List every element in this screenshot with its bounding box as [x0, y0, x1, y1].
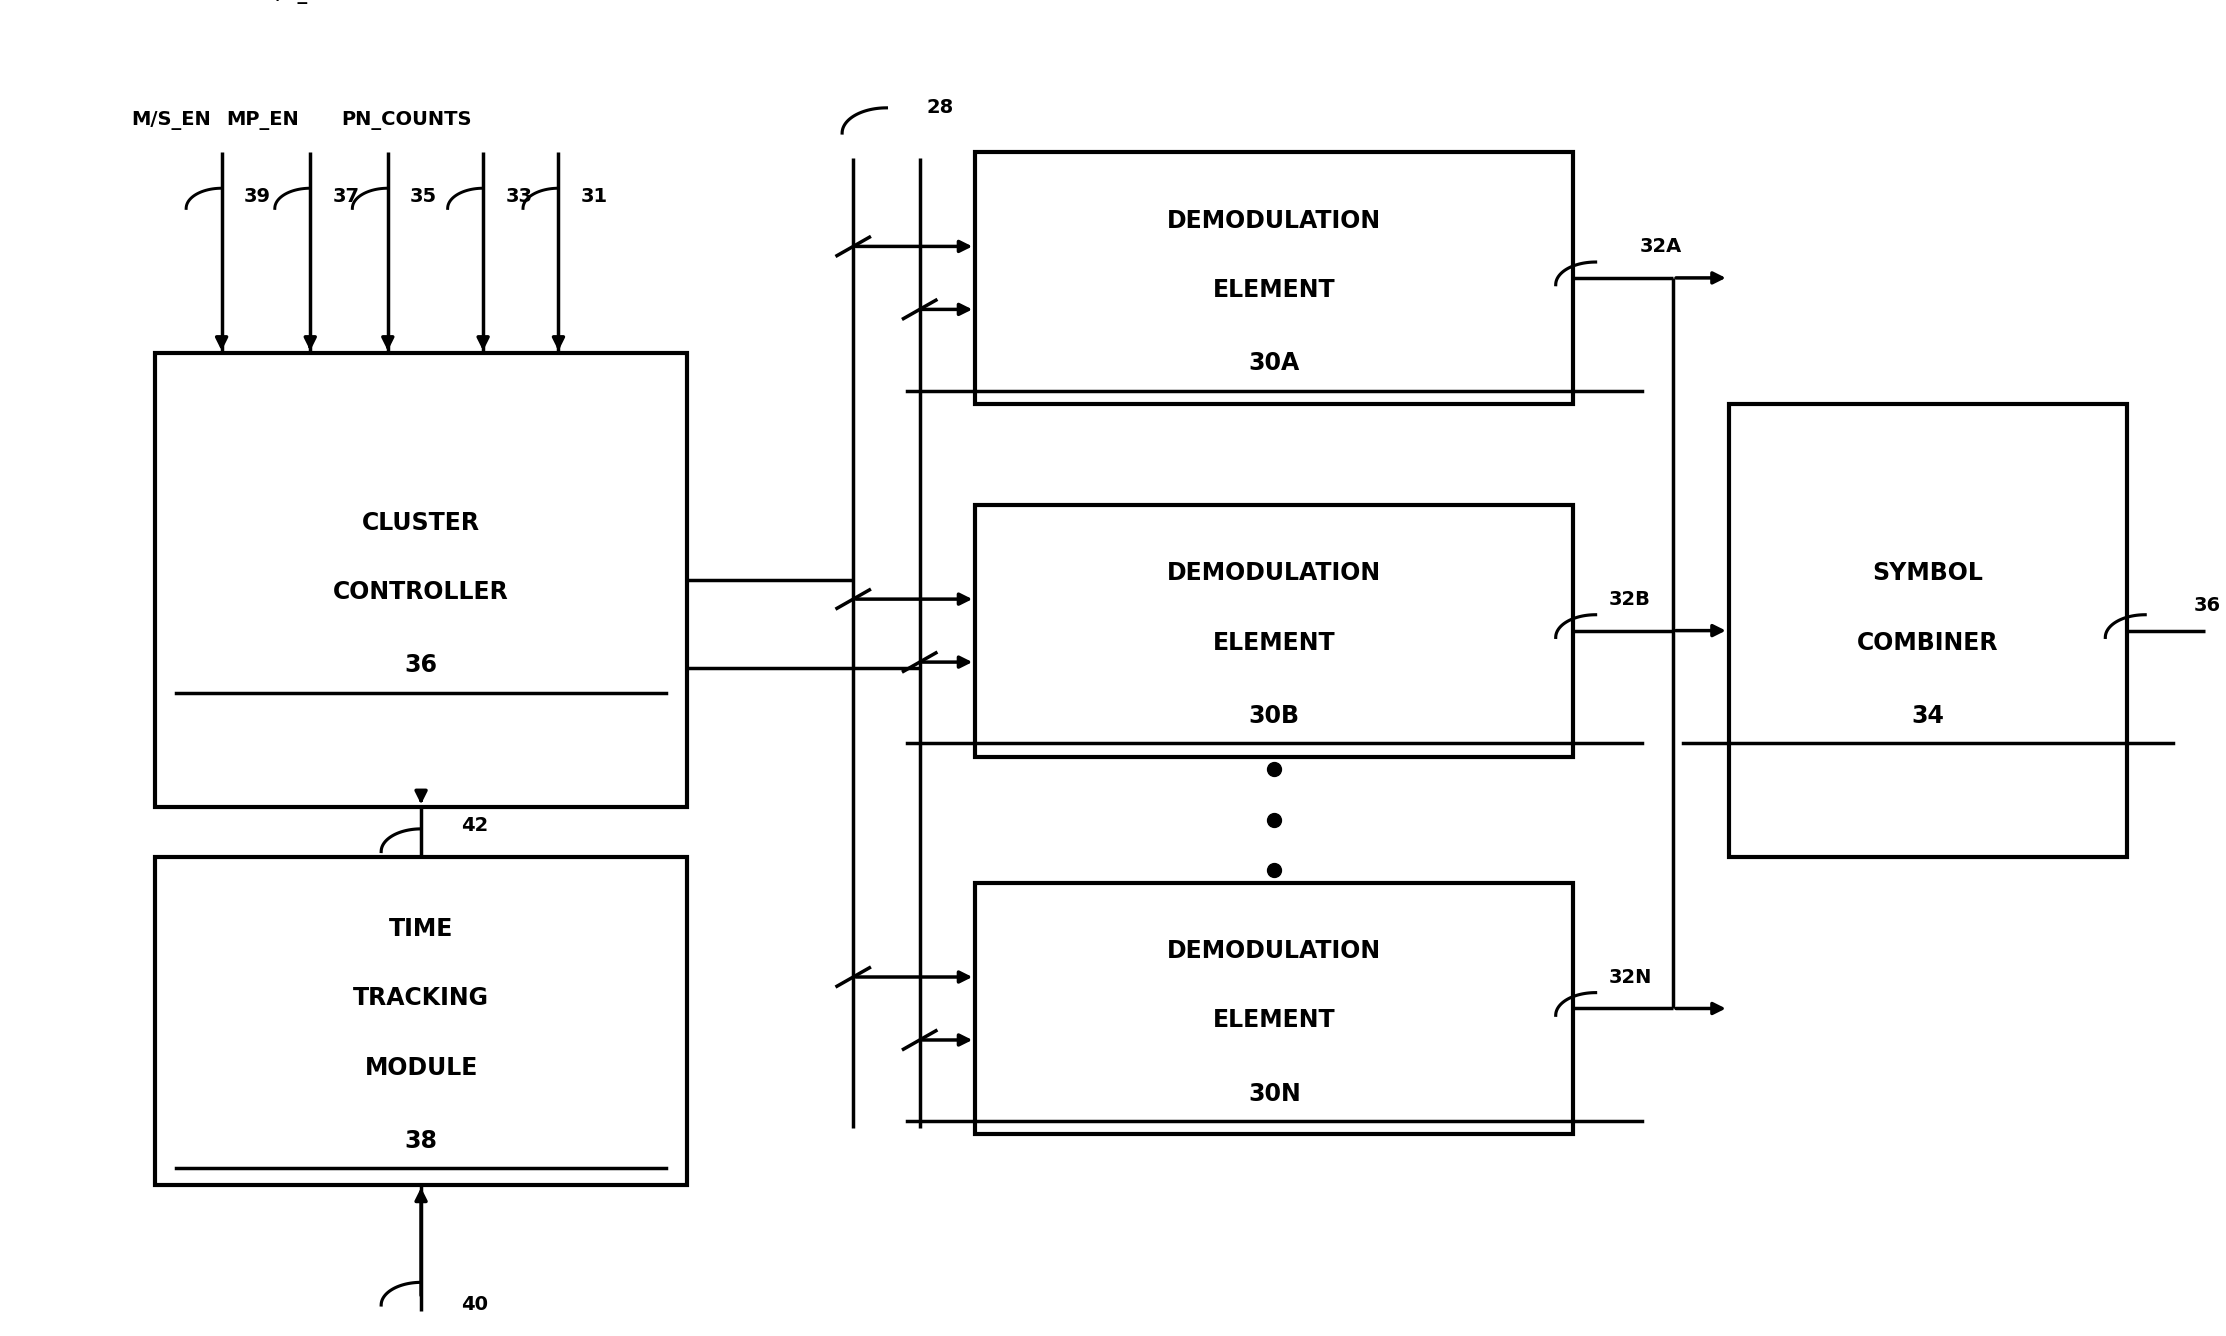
- Text: 30N: 30N: [1249, 1082, 1300, 1105]
- Bar: [975, 505, 1574, 756]
- Text: 30B: 30B: [1249, 704, 1300, 728]
- Text: 34: 34: [1912, 704, 1946, 728]
- Bar: [156, 354, 688, 807]
- Text: M/S_EN: M/S_EN: [131, 111, 211, 130]
- Text: 32B: 32B: [1609, 589, 1652, 609]
- Text: ELEMENT: ELEMENT: [1213, 631, 1336, 655]
- Bar: [1730, 403, 2128, 858]
- Text: MODULE: MODULE: [365, 1055, 479, 1079]
- Text: 33: 33: [505, 187, 532, 206]
- Text: 36: 36: [2195, 596, 2222, 615]
- Text: TRACKING: TRACKING: [354, 986, 490, 1010]
- Text: 28: 28: [926, 99, 953, 118]
- Text: MPT: MPT: [365, 0, 412, 4]
- Text: 32A: 32A: [1641, 236, 1683, 257]
- Text: 36: 36: [405, 653, 439, 677]
- Bar: [975, 152, 1574, 403]
- Text: COMBINER: COMBINER: [1856, 631, 1999, 655]
- Text: ELEMENT: ELEMENT: [1213, 1009, 1336, 1033]
- Text: 39: 39: [245, 187, 272, 206]
- Text: CLUSTER: CLUSTER: [363, 510, 481, 534]
- Text: TIME: TIME: [390, 916, 454, 941]
- Text: MP_EN: MP_EN: [227, 111, 298, 130]
- Bar: [975, 883, 1574, 1134]
- Text: 35: 35: [410, 187, 436, 206]
- Text: PN_COUNTS: PN_COUNTS: [341, 111, 472, 130]
- Text: M/S_DATA: M/S_DATA: [256, 0, 363, 4]
- Text: CONTROLLER: CONTROLLER: [334, 580, 510, 604]
- Text: SYMBOL: SYMBOL: [1872, 561, 1983, 585]
- Text: 37: 37: [332, 187, 358, 206]
- Text: ELEMENT: ELEMENT: [1213, 278, 1336, 302]
- Text: 30A: 30A: [1249, 351, 1300, 375]
- Text: 42: 42: [461, 816, 487, 835]
- Text: 38: 38: [405, 1129, 439, 1153]
- Text: 40: 40: [461, 1295, 487, 1315]
- Text: DEMODULATION: DEMODULATION: [1166, 939, 1382, 963]
- Text: DEMODULATION: DEMODULATION: [1166, 208, 1382, 232]
- Text: DEMODULATION: DEMODULATION: [1166, 561, 1382, 585]
- Bar: [156, 858, 688, 1185]
- Text: 31: 31: [581, 187, 608, 206]
- Text: 32N: 32N: [1609, 967, 1652, 986]
